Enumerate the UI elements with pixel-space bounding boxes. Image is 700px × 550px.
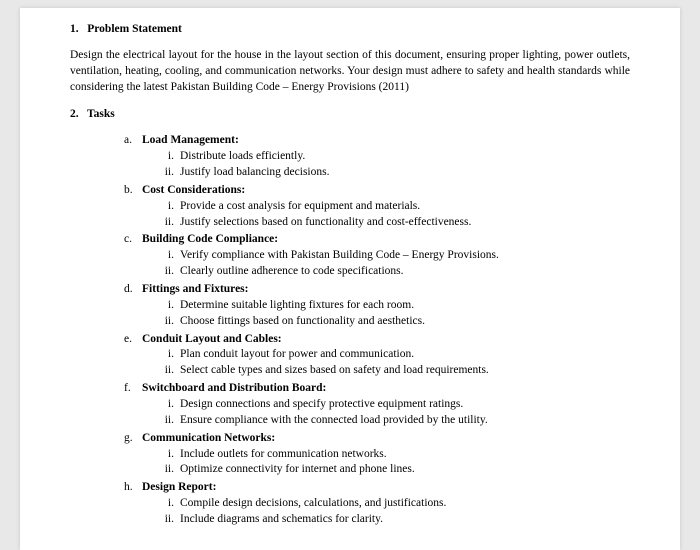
task-subitem: ii.Clearly outline adherence to code spe… xyxy=(124,264,630,280)
roman-numeral: i. xyxy=(152,248,180,264)
task-subitem: i.Plan conduit layout for power and comm… xyxy=(124,347,630,363)
roman-numeral: ii. xyxy=(152,512,180,528)
roman-numeral: ii. xyxy=(152,264,180,280)
task-subitem-text: Determine suitable lighting fixtures for… xyxy=(180,298,414,314)
task-subitem-text: Include diagrams and schematics for clar… xyxy=(180,512,383,528)
roman-numeral: ii. xyxy=(152,215,180,231)
problem-statement-body: Design the electrical layout for the hou… xyxy=(70,48,630,96)
task-item: b.Cost Considerations:i.Provide a cost a… xyxy=(124,183,630,231)
task-subitem: ii.Include diagrams and schematics for c… xyxy=(124,512,630,528)
roman-numeral: i. xyxy=(152,347,180,363)
task-subitem: ii.Optimize connectivity for internet an… xyxy=(124,462,630,478)
task-title: Fittings and Fixtures: xyxy=(142,282,249,298)
task-heading: c.Building Code Compliance: xyxy=(124,232,630,248)
roman-numeral: ii. xyxy=(152,165,180,181)
task-subitem: ii.Justify load balancing decisions. xyxy=(124,165,630,181)
task-subitem: i.Distribute loads efficiently. xyxy=(124,149,630,165)
task-subitem: i.Compile design decisions, calculations… xyxy=(124,496,630,512)
task-heading: h.Design Report: xyxy=(124,480,630,496)
task-subitem-text: Clearly outline adherence to code specif… xyxy=(180,264,404,280)
task-subitem-text: Verify compliance with Pakistan Building… xyxy=(180,248,499,264)
task-subitem-text: Plan conduit layout for power and commun… xyxy=(180,347,414,363)
task-subitem: i.Include outlets for communication netw… xyxy=(124,447,630,463)
task-subitem-text: Justify load balancing decisions. xyxy=(180,165,329,181)
roman-numeral: ii. xyxy=(152,363,180,379)
task-subitem: i.Design connections and specify protect… xyxy=(124,397,630,413)
task-letter: f. xyxy=(124,381,142,397)
task-subitem: ii.Ensure compliance with the connected … xyxy=(124,413,630,429)
task-heading: b.Cost Considerations: xyxy=(124,183,630,199)
task-title: Cost Considerations: xyxy=(142,183,245,199)
task-item: f.Switchboard and Distribution Board:i.D… xyxy=(124,381,630,429)
task-letter: d. xyxy=(124,282,142,298)
roman-numeral: i. xyxy=(152,199,180,215)
task-subitem-text: Choose fittings based on functionality a… xyxy=(180,314,425,330)
roman-numeral: i. xyxy=(152,298,180,314)
task-subitem: ii.Justify selections based on functiona… xyxy=(124,215,630,231)
task-item: h.Design Report:i.Compile design decisio… xyxy=(124,480,630,528)
task-item: e.Conduit Layout and Cables:i.Plan condu… xyxy=(124,332,630,380)
roman-numeral: i. xyxy=(152,149,180,165)
task-subitem-text: Optimize connectivity for internet and p… xyxy=(180,462,415,478)
task-item: d.Fittings and Fixtures:i.Determine suit… xyxy=(124,282,630,330)
task-subitem-text: Ensure compliance with the connected loa… xyxy=(180,413,488,429)
task-letter: a. xyxy=(124,133,142,149)
section-2-title: Tasks xyxy=(87,108,115,120)
task-title: Conduit Layout and Cables: xyxy=(142,332,282,348)
roman-numeral: i. xyxy=(152,397,180,413)
task-title: Design Report: xyxy=(142,480,216,496)
task-subitem: ii.Select cable types and sizes based on… xyxy=(124,363,630,379)
task-subitem: i.Provide a cost analysis for equipment … xyxy=(124,199,630,215)
task-heading: d.Fittings and Fixtures: xyxy=(124,282,630,298)
section-2-number: 2. xyxy=(70,108,79,120)
task-subitem-text: Distribute loads efficiently. xyxy=(180,149,305,165)
task-letter: g. xyxy=(124,431,142,447)
section-1-number: 1. xyxy=(70,23,79,35)
task-subitem-text: Include outlets for communication networ… xyxy=(180,447,387,463)
task-heading: g.Communication Networks: xyxy=(124,431,630,447)
task-heading: f.Switchboard and Distribution Board: xyxy=(124,381,630,397)
task-subitem: i.Determine suitable lighting fixtures f… xyxy=(124,298,630,314)
task-subitem-text: Justify selections based on functionalit… xyxy=(180,215,471,231)
task-subitem-text: Compile design decisions, calculations, … xyxy=(180,496,446,512)
roman-numeral: i. xyxy=(152,447,180,463)
task-letter: b. xyxy=(124,183,142,199)
task-letter: e. xyxy=(124,332,142,348)
task-subitem: i.Verify compliance with Pakistan Buildi… xyxy=(124,248,630,264)
task-title: Communication Networks: xyxy=(142,431,275,447)
task-item: g.Communication Networks:i.Include outle… xyxy=(124,431,630,479)
roman-numeral: ii. xyxy=(152,413,180,429)
roman-numeral: ii. xyxy=(152,462,180,478)
task-item: c.Building Code Compliance:i.Verify comp… xyxy=(124,232,630,280)
section-2-heading: 2. Tasks xyxy=(70,107,630,123)
section-1-title: Problem Statement xyxy=(87,23,182,35)
task-letter: c. xyxy=(124,232,142,248)
task-subitem-text: Select cable types and sizes based on sa… xyxy=(180,363,489,379)
task-letter: h. xyxy=(124,480,142,496)
section-1-heading: 1. Problem Statement xyxy=(70,22,630,38)
tasks-list: a.Load Management:i.Distribute loads eff… xyxy=(70,133,630,528)
roman-numeral: ii. xyxy=(152,314,180,330)
task-subitem: ii.Choose fittings based on functionalit… xyxy=(124,314,630,330)
task-heading: a.Load Management: xyxy=(124,133,630,149)
task-heading: e.Conduit Layout and Cables: xyxy=(124,332,630,348)
task-title: Building Code Compliance: xyxy=(142,232,278,248)
task-subitem-text: Design connections and specify protectiv… xyxy=(180,397,463,413)
task-subitem-text: Provide a cost analysis for equipment an… xyxy=(180,199,420,215)
task-title: Switchboard and Distribution Board: xyxy=(142,381,326,397)
task-title: Load Management: xyxy=(142,133,239,149)
roman-numeral: i. xyxy=(152,496,180,512)
task-item: a.Load Management:i.Distribute loads eff… xyxy=(124,133,630,181)
document-page: 1. Problem Statement Design the electric… xyxy=(20,8,680,550)
